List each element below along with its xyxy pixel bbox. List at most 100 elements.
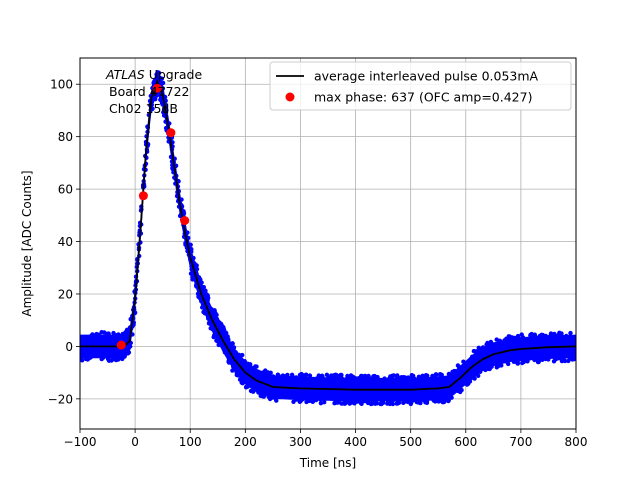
data-point: [522, 357, 527, 362]
data-point: [80, 339, 84, 344]
data-point: [552, 332, 557, 337]
data-point: [336, 373, 342, 379]
data-point: [205, 297, 210, 303]
data-point: [344, 382, 350, 387]
data-point: [506, 334, 511, 339]
data-point: [438, 375, 443, 380]
data-point: [281, 377, 286, 382]
data-point: [387, 385, 392, 390]
data-point: [375, 396, 381, 401]
data-point: [432, 375, 437, 381]
data-point: [514, 349, 519, 355]
x-axis-label: Time [ns]: [299, 456, 356, 470]
data-point: [422, 395, 428, 400]
data-point: [465, 374, 470, 379]
data-point: [571, 357, 576, 362]
data-point: [533, 350, 539, 355]
data-point: [412, 397, 417, 403]
data-point: [209, 307, 214, 312]
data-point: [319, 373, 325, 379]
data-point: [330, 375, 336, 380]
data-point: [373, 401, 378, 406]
data-point: [88, 346, 93, 351]
data-point: [502, 341, 507, 346]
x-tick-label: 600: [454, 435, 477, 449]
data-point: [216, 342, 221, 348]
annotation-atlas: ATLAS: [105, 67, 145, 82]
data-point: [258, 372, 263, 378]
data-point: [358, 401, 364, 406]
data-point: [378, 401, 383, 407]
data-point: [294, 394, 299, 399]
data-point: [355, 397, 360, 402]
data-point: [529, 331, 534, 337]
data-point: [520, 351, 526, 357]
data-point: [390, 378, 395, 384]
x-tick-label: 500: [399, 435, 422, 449]
data-point: [199, 280, 204, 285]
data-point: [123, 337, 128, 343]
data-point: [451, 372, 456, 377]
data-point: [261, 377, 266, 383]
data-point: [497, 338, 503, 343]
data-point: [382, 376, 387, 381]
data-point: [502, 338, 507, 343]
data-point: [153, 95, 158, 101]
data-point: [446, 381, 451, 387]
data-point: [299, 397, 304, 402]
legend-entry-average-pulse: average interleaved pulse 0.053mA: [314, 69, 539, 84]
x-tick-label: 400: [344, 435, 367, 449]
data-point: [535, 343, 540, 348]
data-point: [486, 366, 491, 371]
data-point: [368, 401, 374, 407]
y-axis-label: Amplitude [ADC Counts]: [20, 170, 34, 316]
data-point: [506, 354, 511, 359]
data-point: [368, 389, 373, 395]
data-point: [263, 391, 268, 396]
data-point: [515, 359, 520, 365]
data-point: [262, 370, 268, 375]
data-point: [371, 397, 377, 402]
data-point: [114, 333, 120, 338]
y-tick-label: 80: [58, 130, 73, 144]
data-point: [240, 352, 245, 358]
average-pulse-line-layer: [80, 79, 576, 391]
data-point: [354, 381, 360, 386]
data-point: [399, 383, 405, 389]
data-point: [515, 333, 521, 339]
data-point: [551, 340, 556, 345]
data-point: [340, 401, 346, 406]
data-point: [562, 353, 567, 358]
data-point: [376, 385, 382, 390]
data-point: [535, 353, 540, 359]
data-point: [374, 376, 380, 381]
data-point: [350, 400, 355, 405]
legend: average interleaved pulse 0.053mA max ph…: [269, 61, 572, 111]
data-point: [223, 335, 229, 341]
data-point: [96, 334, 102, 339]
data-point: [160, 80, 166, 86]
data-point: [437, 389, 442, 394]
data-point: [367, 381, 372, 387]
data-point: [102, 336, 108, 341]
data-point: [448, 388, 453, 393]
max-phase-point: [116, 340, 126, 350]
data-point: [274, 398, 279, 403]
data-point: [471, 359, 476, 365]
data-point: [478, 369, 483, 374]
data-point: [423, 379, 428, 384]
atlas-annotation: ATLAS Upgrade Board 47722 Ch02 15dB: [105, 67, 202, 116]
data-point: [307, 382, 312, 387]
y-tick-label: −20: [48, 392, 73, 406]
legend-point-swatch: [285, 92, 295, 102]
data-point: [519, 356, 524, 362]
data-point: [359, 373, 364, 379]
y-tick-label: 100: [50, 78, 73, 92]
data-point: [496, 358, 501, 363]
data-point: [90, 340, 95, 345]
data-point: [405, 383, 410, 389]
data-point: [289, 388, 294, 393]
data-point: [563, 349, 568, 354]
data-point: [217, 337, 222, 342]
